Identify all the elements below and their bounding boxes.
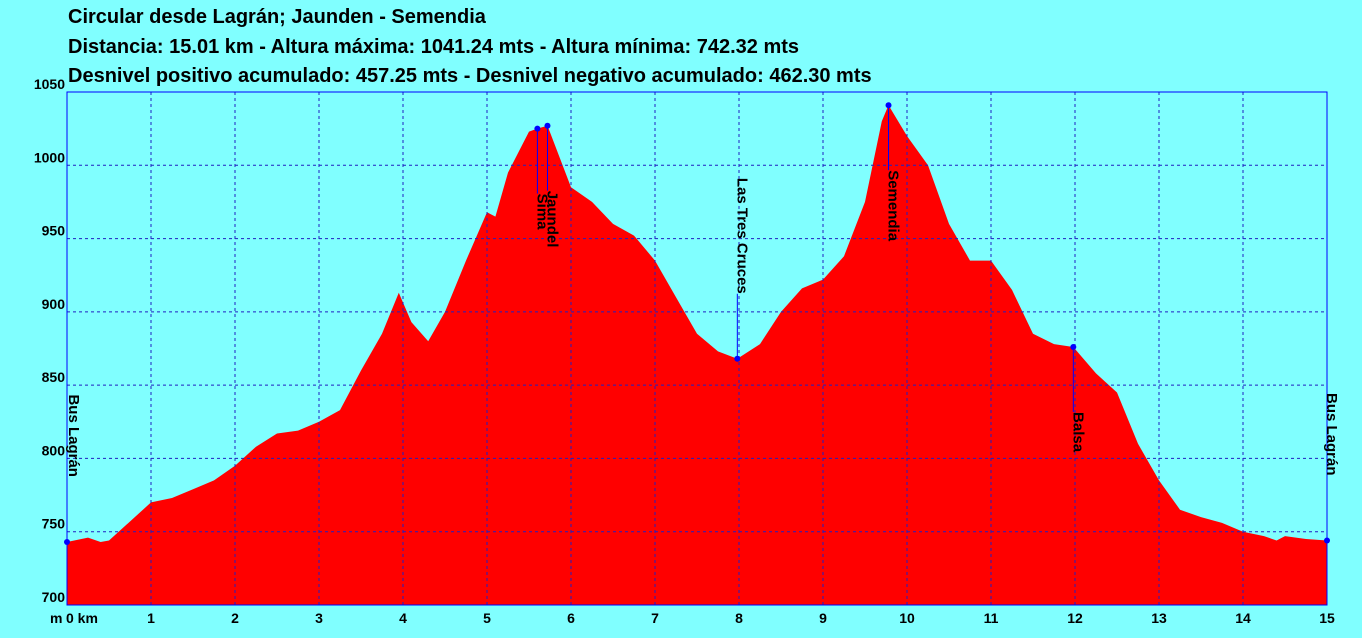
x-tick-label: 7 [651,610,659,626]
y-tick-label: 950 [42,223,66,239]
waypoint-label: Sima [533,194,550,231]
waypoint-label: Las Tres Cruces [733,178,750,294]
x-tick-label: 15 [1319,610,1335,626]
x-tick-label: 14 [1235,610,1251,626]
waypoint: Las Tres Cruces [733,178,750,362]
chart-subtitle: Distancia: 15.01 km - Altura máxima: 104… [68,36,799,58]
plot-frame [66,91,1328,606]
waypoint-marker [534,125,541,132]
y-tick-label: 1000 [34,149,65,165]
waypoint-marker [885,102,892,109]
x-tick-label: 6 [567,610,575,626]
waypoint: Bus Lagrán [64,394,82,545]
waypoint-marker [734,355,741,362]
x-tick-label: 11 [984,610,999,626]
waypoint: Semendia [885,102,902,242]
chart-title: Circular desde Lagrán; Jaunden - Semendi… [68,6,487,28]
waypoint: Balsa [1069,344,1086,453]
y-tick-label: 750 [42,516,66,532]
waypoint: Sima [533,125,550,231]
x-tick-label: 2 [231,610,239,626]
waypoint-marker [1324,537,1330,544]
x-tick-label: 1 [147,610,155,626]
y-tick-label: 800 [42,442,66,458]
x-tick-label: 8 [735,610,743,626]
x-tick-label: 4 [399,610,407,626]
waypoint-label: Balsa [1069,412,1086,453]
y-tick-label: 700 [42,589,66,605]
y-tick-label: 900 [42,296,66,312]
waypoint-marker [1070,344,1077,351]
waypoint-label: Bus Lagrán [1323,393,1340,476]
x-tick-label: 12 [1067,610,1083,626]
x-tick-label: 9 [819,610,827,626]
x-tick-label: 10 [899,610,915,626]
waypoint-marker [544,122,551,129]
x-tick-label: 13 [1151,610,1167,626]
elevation-area [67,105,1327,605]
x-tick-label: 5 [483,610,491,626]
waypoint: Jaundel [544,122,561,248]
chart-subtitle: Desnivel positivo acumulado: 457.25 mts … [68,65,872,87]
y-tick-label: 850 [42,369,66,385]
waypoint: Bus Lagrán [1323,393,1340,544]
waypoint-label: Jaundel [544,191,561,248]
waypoint-label: Semendia [885,170,902,242]
x-tick-label: 0 km [66,610,98,626]
x-tick-label: 3 [315,610,323,626]
waypoint-marker [64,538,70,545]
waypoint-label: Bus Lagrán [65,394,82,477]
y-tick-label: 1050 [34,76,65,92]
y-axis-label: m [50,610,62,626]
